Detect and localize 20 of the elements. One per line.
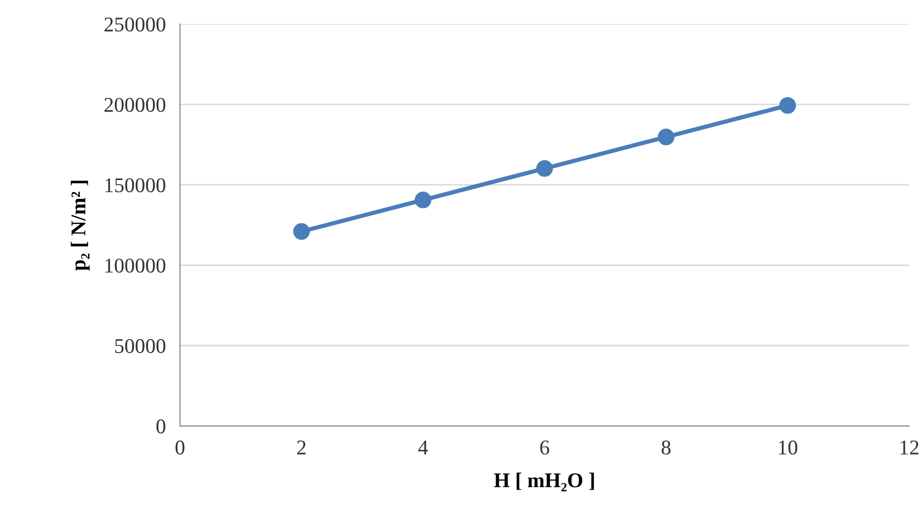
x-tick-label: 6 <box>540 440 550 455</box>
point <box>658 128 674 146</box>
y-tick-label: 100000 <box>105 258 166 273</box>
x-tick-label: 2 <box>297 440 306 454</box>
point <box>414 192 432 208</box>
y-tick-label: 50000 <box>115 339 166 354</box>
x-axis-title: H [ mH₂O ] <box>494 472 594 492</box>
point <box>779 97 796 114</box>
point <box>293 223 310 240</box>
y-tick-label: 0 <box>156 419 166 434</box>
point <box>536 160 553 177</box>
y-tick-label: 250000 <box>104 17 166 32</box>
x-tick-label: 0 <box>176 440 184 455</box>
x-tick-label: 10 <box>779 440 798 455</box>
y-tick-label: 150000 <box>105 178 166 192</box>
x-tick-label: 8 <box>662 440 671 455</box>
y-axis-title: p₂ [ N/m² ] <box>70 180 90 271</box>
x-tick-label: 4 <box>418 440 428 454</box>
y-tick-label: 200000 <box>104 98 166 112</box>
x-tick-label: 12 <box>900 440 918 454</box>
